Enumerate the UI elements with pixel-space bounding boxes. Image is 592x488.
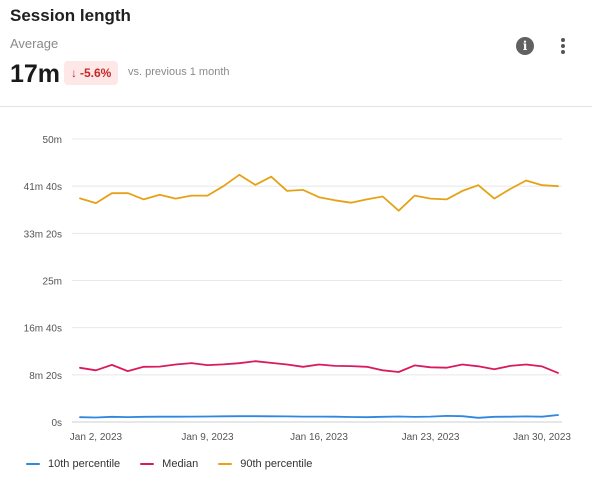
- y-tick-label: 0s: [51, 418, 62, 429]
- x-tick-label: Jan 16, 2023: [290, 432, 348, 443]
- line-chart: 0s 8m 20s 16m 40s 25m 33m 20s 41m 40s 50m Jan 2…: [24, 135, 572, 443]
- y-tick-label: 16m 40s: [24, 324, 62, 335]
- arrow-down-icon: ↓: [71, 66, 77, 80]
- y-tick-label: 50m: [43, 135, 62, 146]
- y-tick-label: 25m: [43, 277, 62, 288]
- series-line: [79, 360, 559, 374]
- metric-value: 17m: [10, 60, 61, 88]
- legend-swatch: [26, 463, 40, 465]
- x-tick-label: Jan 30, 2023: [513, 432, 571, 443]
- legend-item[interactable]: 90th percentile: [218, 458, 312, 470]
- series-line: [79, 414, 559, 419]
- change-badge: ↓ -5.6%: [64, 61, 119, 85]
- legend-swatch: [218, 463, 233, 465]
- legend-item[interactable]: Median: [140, 458, 198, 470]
- legend-label: 10th percentile: [48, 458, 121, 470]
- y-tick-label: 41m 40s: [24, 182, 62, 193]
- legend-label: Median: [162, 458, 199, 470]
- y-tick-label: 8m 20s: [29, 371, 62, 382]
- header-divider: [0, 106, 592, 107]
- change-value: -5.6%: [80, 66, 112, 80]
- more-options-icon[interactable]: [557, 36, 569, 56]
- metric-subtitle: Average: [10, 36, 59, 51]
- chart-legend: 10th percentile Median 90th percentile: [26, 458, 312, 470]
- comparison-text: vs. previous 1 month: [128, 66, 230, 78]
- y-tick-label: 33m 20s: [24, 229, 62, 240]
- legend-item[interactable]: 10th percentile: [26, 458, 120, 470]
- x-tick-label: Jan 9, 2023: [181, 432, 234, 443]
- card-title: Session length: [10, 6, 131, 25]
- info-icon[interactable]: i: [516, 37, 534, 55]
- x-tick-label: Jan 23, 2023: [402, 432, 460, 443]
- legend-label: 90th percentile: [240, 458, 313, 470]
- x-tick-label: Jan 2, 2023: [70, 432, 123, 443]
- legend-swatch: [140, 463, 155, 465]
- series-line: [79, 173, 559, 212]
